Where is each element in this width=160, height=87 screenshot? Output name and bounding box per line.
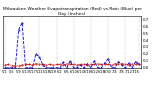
Title: Milwaukee Weather Evapotranspiration (Red) vs Rain (Blue) per Day (Inches): Milwaukee Weather Evapotranspiration (Re… [3, 7, 141, 16]
